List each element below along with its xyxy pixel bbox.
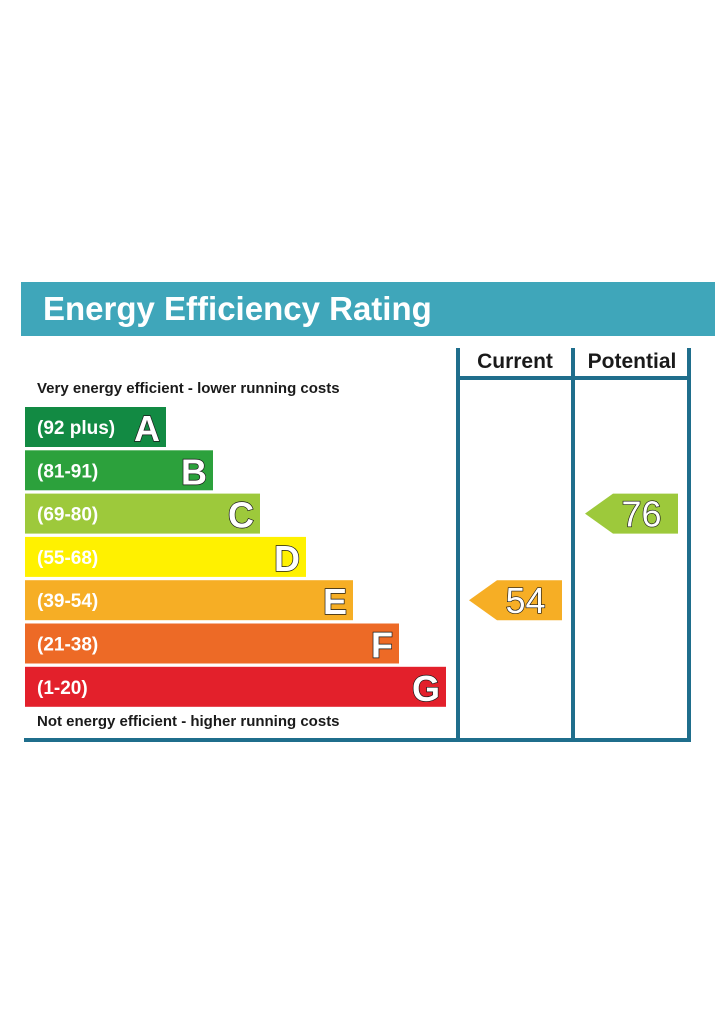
band-b: (81-91) B [25,450,213,493]
band-f: (21-38) F [25,623,399,666]
rating-bands: (92 plus) A(81-91) B(69-80) C(55-68) D(39-54… [25,407,446,709]
band-letter-g: G [412,668,440,709]
band-bar-c [25,493,260,534]
band-c: (69-80) C [25,493,260,536]
band-range-b: (81-91) [37,461,98,482]
bottom-caption: Not energy efficient - higher running co… [37,713,340,730]
chart-frame [24,348,691,742]
band-bar-d [25,536,306,577]
top-caption: Very energy efficient - lower running co… [37,380,340,397]
band-range-f: (21-38) [37,635,98,656]
title-bar: Energy Efficiency Rating [21,282,715,336]
band-letter-f: F [371,625,393,666]
rating-arrows: 54 76 [469,493,678,622]
chart-title: Energy Efficiency Rating [43,290,432,327]
potential-rating-arrow-shape [585,493,678,534]
band-d: (55-68) D [25,536,306,580]
band-letter-c: C [228,495,254,536]
potential-rating-arrow: 76 [585,493,678,535]
potential-rating-value: 76 [621,494,661,535]
band-letter-e: E [323,581,347,622]
band-range-c: (69-80) [37,505,98,526]
band-letter-d: D [274,538,300,579]
column-header-potential: Potential [588,350,677,373]
band-range-d: (55-68) [37,548,98,569]
band-letter-b: B [181,451,207,492]
band-e: (39-54) E [25,580,353,623]
current-rating-arrow-shape [469,580,562,621]
column-header-current: Current [477,350,553,373]
band-letter-a: A [134,408,160,449]
band-range-a: (92 plus) [37,418,115,439]
band-bar-b [25,450,213,491]
band-bar-e [25,580,353,621]
band-g: (1-20) G [25,666,446,709]
band-a: (92 plus) A [25,407,166,450]
band-bar-a [25,407,166,447]
current-rating-arrow: 54 [469,580,562,622]
current-rating-value: 54 [505,580,545,621]
band-range-g: (1-20) [37,678,88,699]
band-range-e: (39-54) [37,591,98,612]
band-bar-g [25,666,446,707]
band-bar-f [25,623,399,664]
